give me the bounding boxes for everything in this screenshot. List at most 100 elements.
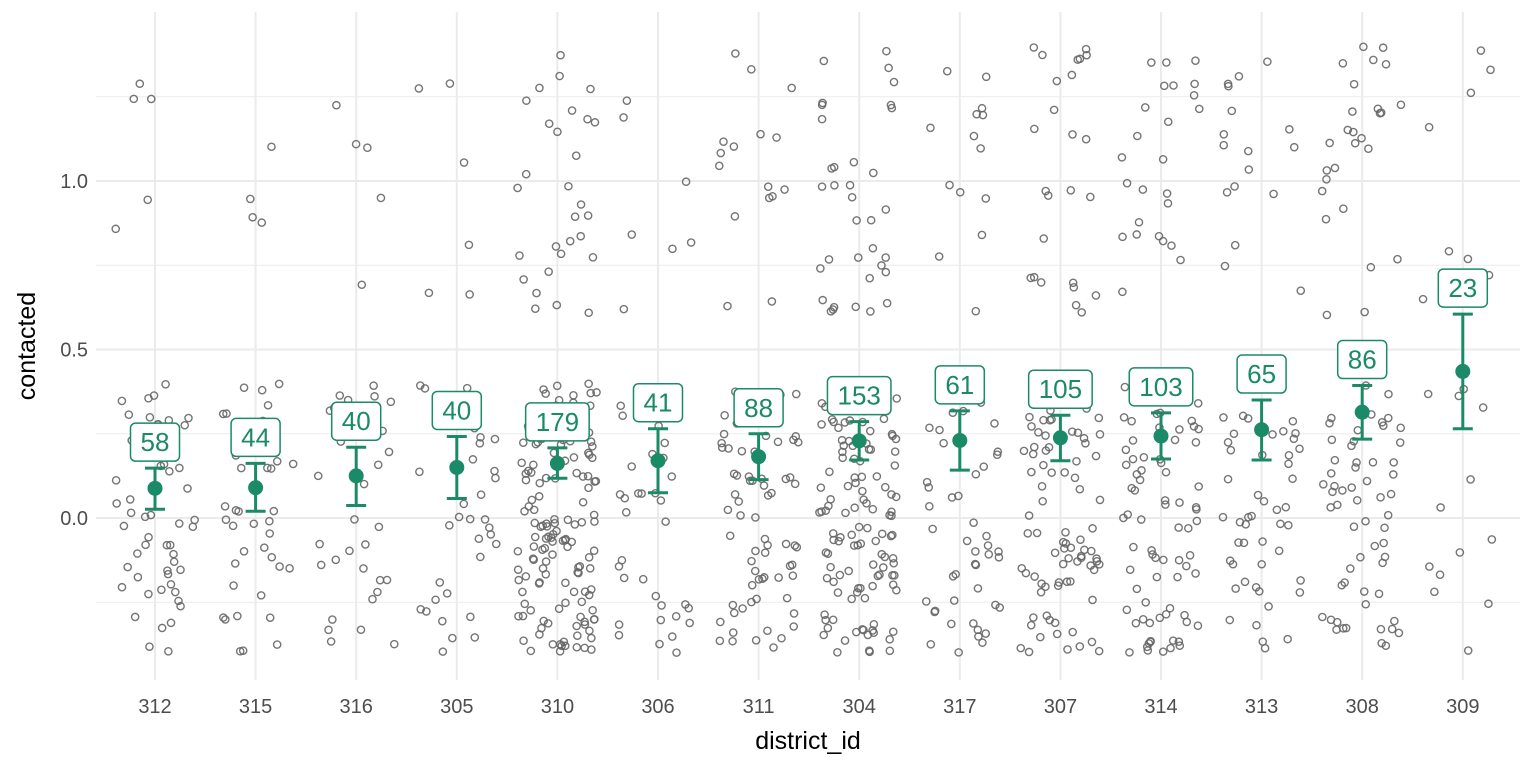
jitter-point <box>1081 44 1091 54</box>
jitter-point <box>1377 417 1387 427</box>
jitter-point <box>887 490 896 499</box>
jitter-point <box>1029 272 1039 282</box>
jitter-point <box>928 524 937 534</box>
jitter-point <box>519 636 528 646</box>
jitter-point <box>772 133 781 142</box>
jitter-point <box>962 536 972 546</box>
jitter-point <box>526 646 536 656</box>
jitter-point <box>849 541 859 550</box>
jitter-point <box>725 531 735 541</box>
jitter-point <box>736 511 745 520</box>
jitter-point <box>1076 551 1086 561</box>
jitter-point <box>1257 559 1267 569</box>
jitter-point <box>1366 262 1376 272</box>
jitter-point <box>841 508 850 518</box>
n-label-box <box>431 390 483 431</box>
jitter-point <box>1322 310 1332 320</box>
jitter-point <box>1039 234 1049 243</box>
jitter-point <box>459 499 469 509</box>
jitter-point <box>1247 511 1256 521</box>
jitter-point <box>416 605 426 614</box>
jitter-point <box>588 442 597 451</box>
jitter-point <box>1349 522 1359 531</box>
jitter-point <box>263 400 273 410</box>
jitter-point <box>1389 458 1398 467</box>
jitter-point <box>681 600 690 609</box>
jitter-point <box>1383 413 1393 423</box>
jitter-point <box>257 218 267 227</box>
jitter-point <box>769 643 778 652</box>
jitter-point <box>326 637 336 646</box>
jitter-point <box>1373 104 1383 114</box>
jitter-point <box>480 515 490 524</box>
jitter-point <box>1036 632 1045 642</box>
jitter-point <box>315 539 324 549</box>
jitter-point <box>257 385 267 395</box>
jitter-point <box>1243 146 1253 156</box>
jitter-point <box>1118 287 1127 297</box>
jitter-point <box>1230 240 1240 250</box>
jitter-point <box>618 411 627 421</box>
n-label-box <box>1027 369 1093 409</box>
jitter-point <box>1381 59 1391 69</box>
jitter-point <box>863 630 873 640</box>
jitter-point <box>717 443 727 452</box>
mean-point <box>348 468 364 484</box>
jitter-point <box>1193 399 1203 408</box>
jitter-point <box>176 565 185 575</box>
jitter-point <box>1369 55 1378 65</box>
jitter-point <box>853 253 863 262</box>
jitter-point <box>1088 595 1097 605</box>
jitter-point <box>1264 602 1273 611</box>
jitter-point <box>1069 283 1079 292</box>
jitter-point <box>880 552 890 562</box>
jitter-point <box>881 267 891 277</box>
jitter-point <box>149 391 159 400</box>
jitter-point <box>871 536 881 546</box>
jitter-point <box>1276 519 1285 529</box>
n-label: 44 <box>241 422 270 452</box>
jitter-point <box>868 560 878 569</box>
jitter-point <box>272 456 282 466</box>
jitter-point <box>485 523 494 532</box>
jitter-point <box>529 555 539 565</box>
jitter-point <box>1144 639 1154 648</box>
jitter-point <box>886 100 896 110</box>
jitter-point <box>1368 458 1378 467</box>
jitter-point <box>924 483 934 492</box>
jitter-point <box>373 460 383 470</box>
jitter-point <box>176 601 185 611</box>
jitter-point <box>1225 615 1235 625</box>
jitter-point <box>569 587 579 597</box>
jitter-point <box>1182 561 1191 571</box>
jitter-point <box>529 460 538 470</box>
jitter-point <box>833 647 842 657</box>
jitter-point <box>849 157 859 167</box>
jitter-point <box>529 542 539 551</box>
mean-point <box>549 455 565 471</box>
jitter-point <box>521 169 531 179</box>
jitter-point <box>1330 481 1339 491</box>
n-label-box <box>1236 354 1287 394</box>
jitter-point <box>1076 535 1085 544</box>
jitter-point <box>668 632 677 641</box>
jitter-point <box>1296 576 1305 585</box>
jitter-point <box>249 519 259 529</box>
jitter-point <box>981 194 991 203</box>
jitter-point <box>126 508 136 518</box>
jitter-point <box>535 478 545 488</box>
jitter-point <box>888 431 897 441</box>
jitter-point <box>174 596 183 606</box>
jitter-point <box>220 502 230 511</box>
jitter-point <box>671 612 681 621</box>
jitter-point <box>1036 587 1046 597</box>
jitter-point <box>431 595 440 605</box>
jitter-point <box>888 530 897 540</box>
jitter-point <box>1223 79 1233 89</box>
jitter-point <box>475 439 485 448</box>
jitter-point <box>238 646 248 655</box>
jitter-point <box>515 251 524 260</box>
jitter-point <box>826 495 835 504</box>
jitter-point <box>978 110 988 120</box>
jitter-point <box>984 549 994 559</box>
